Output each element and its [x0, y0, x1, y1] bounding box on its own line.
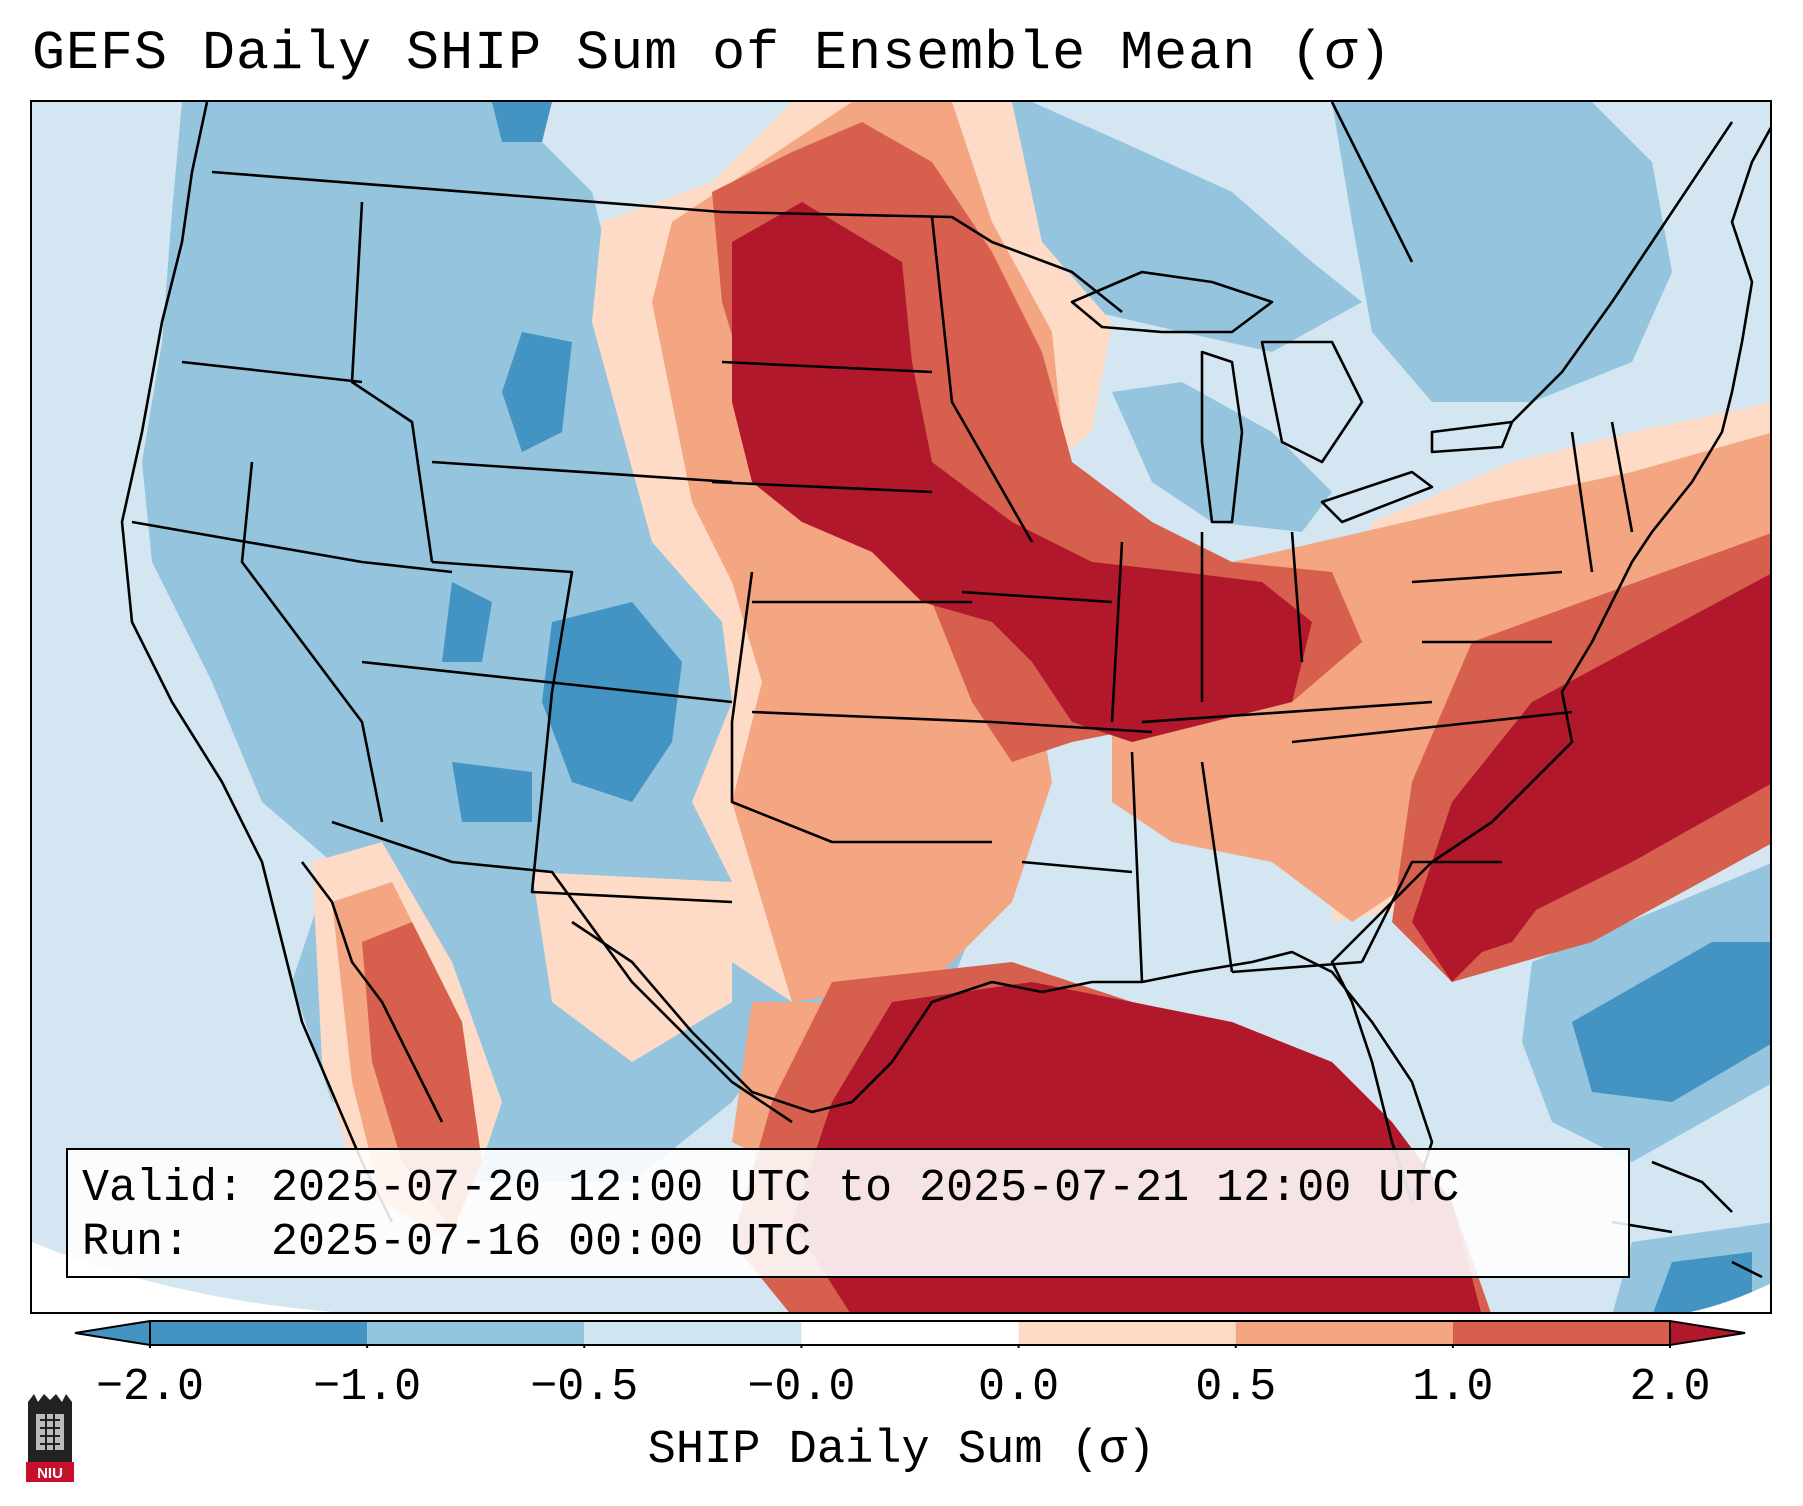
pa-ny — [1411, 570, 1563, 644]
colorbar-tick-label: 0.0 — [978, 1362, 1060, 1413]
colorbar-tick-label: −0.5 — [530, 1362, 639, 1413]
ia-mo — [961, 590, 1113, 604]
ga-fl-sc — [1231, 860, 1502, 974]
colorbar-tick-label: −1.0 — [313, 1362, 422, 1413]
colorbar-segment — [584, 1321, 802, 1345]
lake-huron — [1260, 340, 1364, 464]
gulf-coastline — [571, 920, 1434, 1203]
id-border — [350, 201, 434, 563]
field-strong-negative — [442, 102, 1770, 1312]
colorbar-segment — [1235, 1321, 1453, 1345]
colorbar-segment — [1018, 1321, 1236, 1345]
lake-ontario — [1430, 420, 1514, 454]
tx-ok-border — [730, 722, 992, 844]
ar-la — [1021, 860, 1133, 874]
map-panel — [30, 100, 1772, 1314]
colorbar-tick-label: −0.0 — [747, 1362, 856, 1413]
ut-co — [431, 560, 574, 693]
mt-wy — [431, 460, 733, 484]
colorbar-label: SHIP Daily Sum (σ) — [647, 1424, 1156, 1477]
colorbar-tick-label: −2.0 — [95, 1362, 205, 1413]
run-time-text: Run: 2025-07-16 00:00 UTC — [82, 1217, 812, 1268]
map-boundaries — [120, 102, 1770, 1223]
tn-ky — [1141, 700, 1433, 724]
niu-logo-text: NIU — [37, 1465, 63, 1482]
mn-wi-border — [930, 216, 1034, 543]
lake-superior — [1070, 270, 1274, 334]
lake-michigan — [1200, 350, 1244, 524]
sd-ne — [711, 480, 933, 494]
va-nc — [1291, 710, 1573, 744]
al-ga — [1200, 761, 1234, 973]
colorbar-segment — [367, 1321, 585, 1345]
map-outside-area — [32, 1242, 334, 1312]
new-england — [1570, 421, 1634, 573]
mexico-border — [331, 820, 793, 1124]
lake-erie — [1320, 470, 1434, 524]
colorbar-outline — [149, 1320, 1671, 1346]
valid-time-text: Valid: 2025-07-20 12:00 UTC to 2025-07-2… — [82, 1163, 1460, 1214]
ca-nv-az — [240, 461, 384, 823]
ms-al — [1130, 751, 1144, 983]
colorbar — [74, 1319, 1746, 1348]
colorbar-tick-label: 1.0 — [1412, 1362, 1494, 1413]
northeast-coastline — [1690, 126, 1770, 483]
az-nm-ut — [361, 660, 733, 704]
shaded-field-map — [32, 102, 1770, 1312]
st-lawrence — [1511, 121, 1734, 423]
mo-ar — [991, 720, 1153, 734]
map-outside-area-right — [1690, 1283, 1770, 1312]
niu-logo: NIU — [26, 1394, 74, 1482]
nd-sd — [721, 360, 933, 374]
pacific-coastline — [120, 102, 394, 1223]
colorbar-tick-label: 0.5 — [1195, 1362, 1277, 1413]
ks-ok — [751, 710, 993, 724]
colorbar-segment — [801, 1321, 1019, 1345]
atlantic-coastline — [1330, 481, 1694, 1203]
valid-run-infobox: Valid: 2025-07-20 12:00 UTC to 2025-07-2… — [66, 1148, 1630, 1278]
colorbar-extend-high — [1669, 1319, 1746, 1347]
colorbar-segment — [150, 1321, 368, 1345]
colorbar-tick-label: 2.0 — [1629, 1362, 1711, 1413]
baja-coastline — [300, 861, 444, 1123]
colorbar-extend-low — [74, 1319, 151, 1347]
canada-coast-north — [1330, 102, 1414, 263]
or-ca-nv-id — [131, 520, 453, 574]
oh-in-il — [1110, 531, 1304, 723]
chart-title: GEFS Daily SHIP Sum of Ensemble Mean (σ) — [32, 22, 1393, 85]
colorbar-segment — [1452, 1321, 1670, 1345]
nm-border — [530, 691, 733, 904]
canada-us-border — [211, 170, 1123, 314]
wa-or — [181, 360, 363, 384]
co-ks — [730, 571, 754, 723]
